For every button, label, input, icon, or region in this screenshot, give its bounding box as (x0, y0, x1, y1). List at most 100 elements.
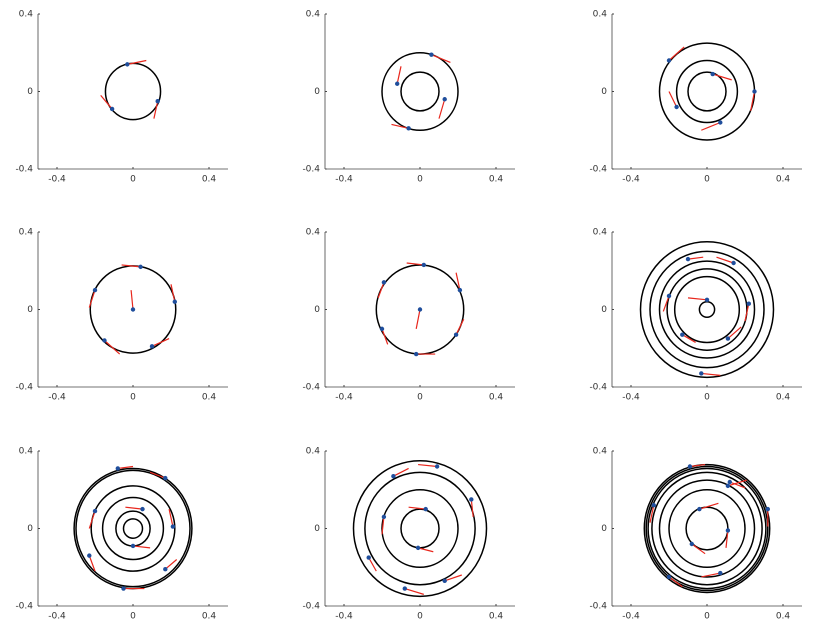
orbit-circle (90, 485, 176, 572)
direction-segment (100, 94, 113, 110)
orbit-circle (647, 467, 767, 590)
orbit-circle (122, 518, 144, 539)
point (415, 545, 421, 551)
direction-segment (104, 340, 121, 355)
point (115, 466, 121, 471)
y-tick-label: 0.4 (593, 447, 608, 457)
direction-segment (408, 506, 426, 510)
x-tick-label: 0 (417, 175, 423, 185)
y-tick-label: 0.4 (593, 10, 608, 20)
y-tick-label: -0.4 (589, 383, 607, 393)
direction-segment (681, 334, 696, 343)
point (725, 336, 731, 341)
y-tick-label: -0.4 (15, 602, 33, 612)
y-tick-label: 0 (314, 87, 320, 97)
orbit-circle (673, 275, 741, 344)
y-tick-label: 0.4 (19, 10, 34, 20)
x-tick-label: 0 (130, 393, 136, 403)
direction-segment (381, 516, 385, 535)
x-tick-label: 0 (704, 175, 710, 185)
y-tick-label: 0.4 (19, 447, 34, 457)
orbit-circle (687, 71, 727, 112)
y-tick-label: 0 (27, 524, 33, 534)
direction-segment (729, 481, 746, 489)
direction-segment (725, 530, 729, 548)
y-tick-label: 0 (27, 305, 33, 315)
direction-segment (668, 91, 678, 108)
point (125, 62, 130, 67)
direction-segment (88, 289, 96, 308)
x-tick-label: 0 (130, 612, 136, 622)
point (155, 98, 160, 104)
x-tick-label: 0 (130, 175, 136, 185)
point (746, 301, 751, 306)
orbit-circle (364, 471, 476, 586)
point (130, 543, 136, 549)
orbit-circle (400, 71, 440, 112)
direction-segment (687, 256, 704, 260)
y-tick-label: 0 (601, 524, 607, 534)
x-tick-label: 0.4 (776, 393, 791, 403)
x-tick-label: 0.4 (202, 612, 217, 622)
point (381, 280, 387, 285)
direction-segment (689, 463, 706, 468)
y-tick-label: -0.4 (302, 383, 320, 393)
orbit-circle (400, 508, 440, 549)
direction-segment (701, 372, 721, 376)
direction-segment (712, 73, 732, 81)
point (92, 508, 98, 514)
point (434, 464, 440, 469)
direction-segment (396, 66, 402, 84)
x-tick-label: 0.4 (202, 393, 217, 403)
direction-segment (716, 256, 734, 264)
y-tick-label: 0.4 (593, 228, 608, 238)
y-tick-label: 0 (601, 305, 607, 315)
point (685, 256, 691, 262)
direction-segment (368, 557, 377, 572)
point (765, 506, 770, 512)
direction-segment (415, 309, 421, 329)
x-tick-label: -0.4 (622, 175, 640, 185)
orbit-circle (658, 479, 756, 578)
direction-segment (668, 576, 683, 588)
direction-segment (649, 505, 655, 523)
x-tick-label: 0.4 (489, 612, 504, 622)
point (689, 541, 694, 547)
orbit-circle (639, 240, 775, 379)
direction-segment (750, 91, 756, 111)
direction-segment (149, 471, 166, 479)
y-tick-label: -0.4 (15, 165, 33, 175)
point (163, 566, 168, 572)
direction-segment (727, 479, 748, 487)
y-tick-label: 0.4 (306, 228, 321, 238)
y-tick-label: -0.4 (302, 602, 320, 612)
point (379, 326, 385, 332)
y-tick-label: -0.4 (589, 165, 607, 175)
x-tick-label: 0.4 (489, 393, 504, 403)
direction-segment (130, 290, 134, 310)
x-tick-label: -0.4 (335, 175, 353, 185)
x-tick-label: 0 (417, 393, 423, 403)
point (421, 262, 426, 268)
direction-segment (701, 121, 721, 131)
direction-segment (444, 574, 462, 582)
direction-segment (88, 555, 96, 572)
point (453, 332, 459, 337)
direction-segment (418, 463, 438, 468)
orbit-circle (352, 459, 488, 598)
point (718, 570, 723, 576)
direction-segment (431, 54, 451, 63)
x-tick-label: -0.4 (622, 393, 640, 403)
point (666, 58, 672, 63)
point (395, 81, 400, 86)
point (687, 464, 693, 469)
point (699, 371, 704, 376)
point (414, 351, 419, 357)
direction-segment (438, 99, 446, 119)
y-tick-label: 0 (27, 87, 33, 97)
direction-segment (668, 46, 685, 61)
x-tick-label: 0.4 (202, 175, 217, 185)
direction-segment (151, 338, 170, 347)
direction-segment (377, 282, 385, 299)
